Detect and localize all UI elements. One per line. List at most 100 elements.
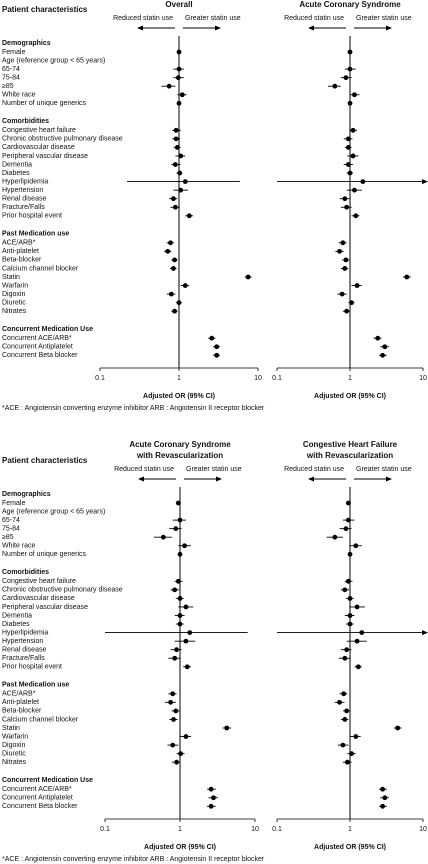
- point-estimate: [172, 162, 178, 167]
- row-label: Diuretic: [2, 750, 26, 757]
- point-estimate: [166, 83, 172, 89]
- x-tick-label: 10: [251, 826, 259, 833]
- point-estimate: [355, 664, 361, 670]
- row-label: Diuretic: [2, 299, 26, 306]
- x-tick-label: 1: [177, 375, 181, 382]
- point-estimate: [344, 708, 350, 714]
- point-estimate: [382, 795, 388, 801]
- direction-label: Reduced statin use: [114, 466, 174, 473]
- x-axis-title: Adjusted OR (95% CI): [314, 393, 386, 400]
- row-label: Anti-platelet: [2, 248, 39, 255]
- row-label: Concurrent Beta blocker: [2, 803, 78, 810]
- point-estimate: [347, 100, 353, 106]
- point-estimate: [178, 153, 184, 159]
- point-estimate: [209, 335, 215, 341]
- point-estimate: [176, 300, 182, 306]
- point-estimate: [182, 179, 188, 185]
- group-header: Concurrent Medication Use: [2, 326, 93, 333]
- point-estimate: [347, 170, 353, 176]
- row-label: White race: [2, 543, 36, 550]
- point-estimate: [160, 534, 166, 540]
- row-label: Age (reference group < 65 years): [2, 57, 105, 64]
- point-estimate: [214, 344, 220, 350]
- row-label: Dementia: [2, 161, 32, 168]
- panel-title: Overall: [165, 0, 192, 9]
- row-label: Female: [2, 500, 25, 507]
- point-estimate: [353, 734, 359, 739]
- row-label: Statin: [2, 725, 20, 732]
- direction-label: Greater statin use: [356, 466, 412, 473]
- row-label: Concurrent Beta blocker: [2, 352, 78, 359]
- point-estimate: [171, 717, 176, 722]
- point-estimate: [343, 257, 349, 263]
- row-label: 65-74: [2, 66, 20, 73]
- point-estimate: [172, 204, 178, 210]
- arrow-head: [386, 476, 392, 482]
- point-estimate: [350, 127, 356, 133]
- x-tick-label: 10: [419, 375, 427, 382]
- point-estimate: [178, 187, 184, 193]
- point-estimate: [344, 204, 350, 210]
- footnote: *ACE : Angiotensin converting enzyme inh…: [2, 405, 265, 412]
- point-estimate: [345, 136, 351, 142]
- row-label: Prior hospital event: [2, 213, 62, 220]
- point-estimate: [380, 352, 386, 358]
- row-label: Hypertension: [2, 638, 43, 645]
- arrow-head: [386, 25, 392, 31]
- point-estimate: [183, 734, 189, 739]
- point-estimate: [342, 196, 348, 202]
- row-label: Calcium channel blocker: [2, 716, 79, 723]
- point-estimate: [345, 517, 351, 523]
- row-label: Anti-platelet: [2, 699, 39, 706]
- x-tick-label: 0.1: [272, 375, 282, 382]
- row-label: Prior hospital event: [2, 664, 62, 671]
- point-estimate: [175, 500, 181, 506]
- row-label: Concurrent Antiplatelet: [2, 344, 73, 351]
- point-estimate: [178, 751, 184, 757]
- row-label: Number of unique generics: [2, 100, 87, 107]
- point-estimate: [342, 266, 348, 271]
- row-label: Chronic obstructive pulmonary disease: [2, 587, 123, 594]
- x-tick-label: 1: [178, 826, 182, 833]
- point-estimate: [404, 274, 410, 280]
- point-estimate: [382, 344, 388, 350]
- point-estimate: [341, 691, 347, 697]
- point-estimate: [170, 691, 176, 697]
- row-label: Hyperlipidemia: [2, 629, 48, 636]
- panel-title: Acute Coronary Syndrome: [129, 440, 231, 449]
- footnote: *ACE : Angiotensin converting enzyme inh…: [2, 856, 265, 863]
- row-label: Hypertension: [2, 187, 43, 194]
- row-label: Nitrates: [2, 759, 27, 766]
- point-estimate: [380, 786, 386, 792]
- arrow-head: [308, 25, 314, 31]
- row-label: ≥85: [2, 83, 14, 90]
- point-estimate: [347, 621, 353, 627]
- ci-arrow: [422, 179, 428, 185]
- point-estimate: [168, 699, 174, 705]
- point-estimate: [360, 179, 366, 185]
- point-estimate: [375, 335, 381, 341]
- point-estimate: [332, 83, 338, 89]
- group-header: Comorbidities: [2, 569, 49, 576]
- point-estimate: [176, 100, 182, 106]
- row-label: ACE/ARB*: [2, 691, 36, 698]
- point-estimate: [342, 655, 348, 661]
- direction-label: Greater statin use: [186, 466, 242, 473]
- row-label: Digoxin: [2, 291, 25, 298]
- point-estimate: [344, 647, 350, 653]
- x-tick-label: 0.1: [272, 826, 282, 833]
- direction-label: Reduced statin use: [113, 15, 173, 22]
- group-header: Past Medication use: [2, 231, 69, 238]
- point-estimate: [350, 153, 356, 159]
- row-label: Renal disease: [2, 647, 46, 654]
- row-label: ≥85: [2, 534, 14, 541]
- row-label: Fracture/Falls: [2, 655, 45, 662]
- point-estimate: [179, 92, 185, 98]
- row-label: 75-84: [2, 525, 20, 532]
- row-label: Renal disease: [2, 196, 46, 203]
- point-estimate: [380, 803, 386, 809]
- point-estimate: [343, 526, 349, 532]
- point-estimate: [174, 759, 179, 765]
- x-tick-label: 0.1: [100, 826, 110, 833]
